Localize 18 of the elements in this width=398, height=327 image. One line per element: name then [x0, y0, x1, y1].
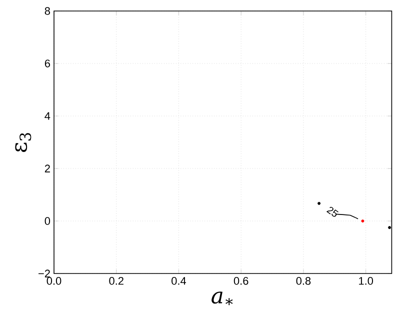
annotation: 25	[326, 206, 338, 217]
point	[361, 220, 364, 222]
y-tick-label: 6	[44, 60, 50, 68]
y-tick-label: 2	[44, 164, 50, 172]
y-tick-label: 8	[44, 7, 50, 15]
x-axis-title: a$_{∗}$	[212, 292, 233, 306]
point	[388, 226, 392, 230]
x-tick-label: 0.6	[234, 277, 248, 285]
x-tick-label: 1.0	[359, 277, 373, 285]
x-tick-label: 0.8	[296, 277, 311, 285]
x-tick-label: 0.0	[46, 277, 62, 285]
y-axis-title: ε$_{3}$	[15, 133, 32, 152]
y-tick-label: 4	[44, 112, 50, 120]
x-tick-label: 0.4	[172, 277, 186, 285]
x-tick-label: 0.2	[109, 277, 124, 285]
point	[318, 202, 321, 205]
y-tick-label: −2	[38, 270, 50, 278]
y-tick-label: 0	[44, 217, 50, 225]
